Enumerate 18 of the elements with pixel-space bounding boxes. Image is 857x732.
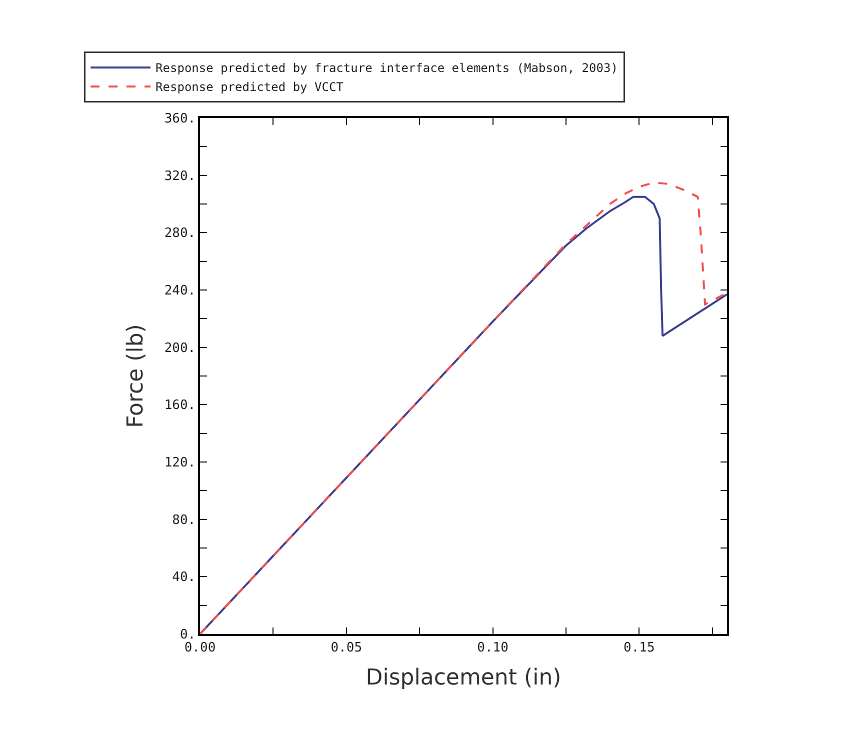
y-tick-label: 80.	[172, 512, 196, 528]
y-tick-label: 280.	[164, 226, 196, 242]
y-tick-label: 120.	[164, 456, 196, 471]
x-tick-label: 0.05	[330, 640, 362, 656]
y-tick-label: 160.	[164, 398, 196, 414]
y-tick-label: 320.	[164, 168, 196, 184]
y-axis-title: Force (lb)	[124, 324, 149, 428]
legend-label: Response predicted by VCCT	[156, 80, 344, 94]
x-tick-label: 0.00	[184, 640, 216, 656]
x-tick-label: 0.10	[477, 640, 508, 656]
y-tick-label: 0.	[180, 628, 196, 643]
y-tick-label: 40.	[172, 570, 196, 586]
x-axis-title: Displacement (in)	[366, 666, 562, 691]
legend-label: Response predicted by fracture interface elements (Mabson, 2003)	[156, 61, 618, 76]
y-tick-label: 240.	[164, 284, 196, 299]
y-tick-label: 200.	[164, 340, 196, 356]
y-tick-label: 360.	[164, 112, 196, 127]
x-tick-label: 0.15	[624, 640, 655, 656]
